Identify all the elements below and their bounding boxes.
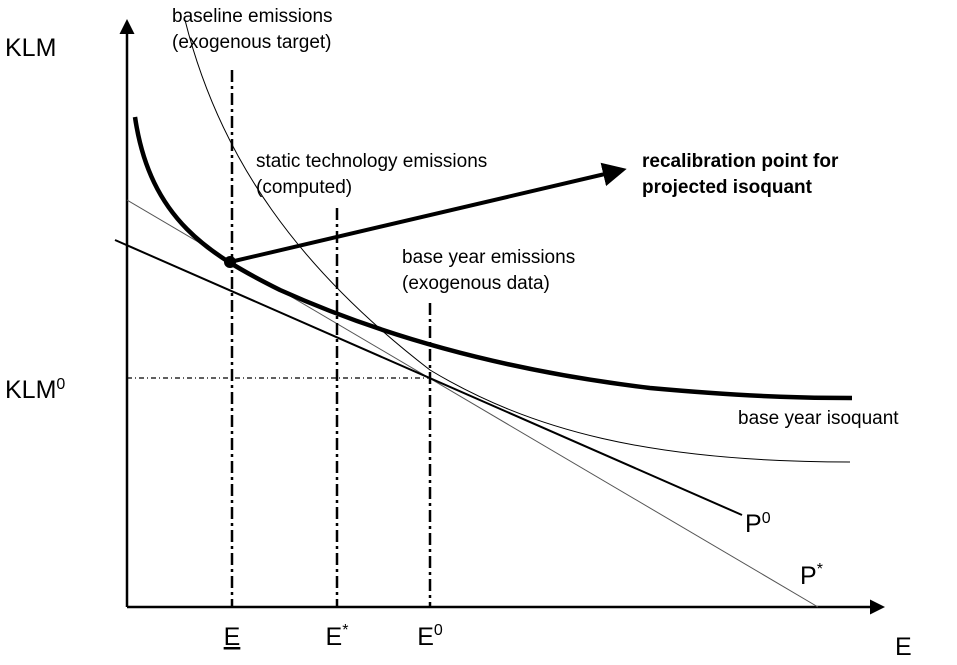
annotation: static technology emissions (256, 151, 487, 172)
annotation: base year emissions (402, 247, 575, 268)
pstar-label: P* (800, 561, 823, 590)
annotation: baseline emissions (172, 6, 333, 27)
e0-marker-label: E0 (417, 622, 443, 651)
annotation: projected isoquant (642, 177, 813, 198)
annotation: (computed) (256, 177, 352, 198)
annotation: (exogenous data) (402, 273, 550, 294)
y-axis-label: KLM (5, 34, 56, 62)
base-year-isoquant (132, 116, 853, 401)
klm0-label: KLM0 (5, 376, 65, 404)
e-marker-label: E (224, 623, 241, 651)
estar-marker-label: E* (326, 622, 349, 651)
p0-label: P0 (745, 510, 771, 538)
recalibration-point (224, 256, 236, 268)
isoquant-label: base year isoquant (738, 408, 899, 429)
x-axis-label: E (895, 633, 912, 660)
annotation: (exogenous target) (172, 32, 332, 53)
annotation: recalibration point for (642, 151, 839, 172)
recalibration-arrow (229, 162, 627, 264)
